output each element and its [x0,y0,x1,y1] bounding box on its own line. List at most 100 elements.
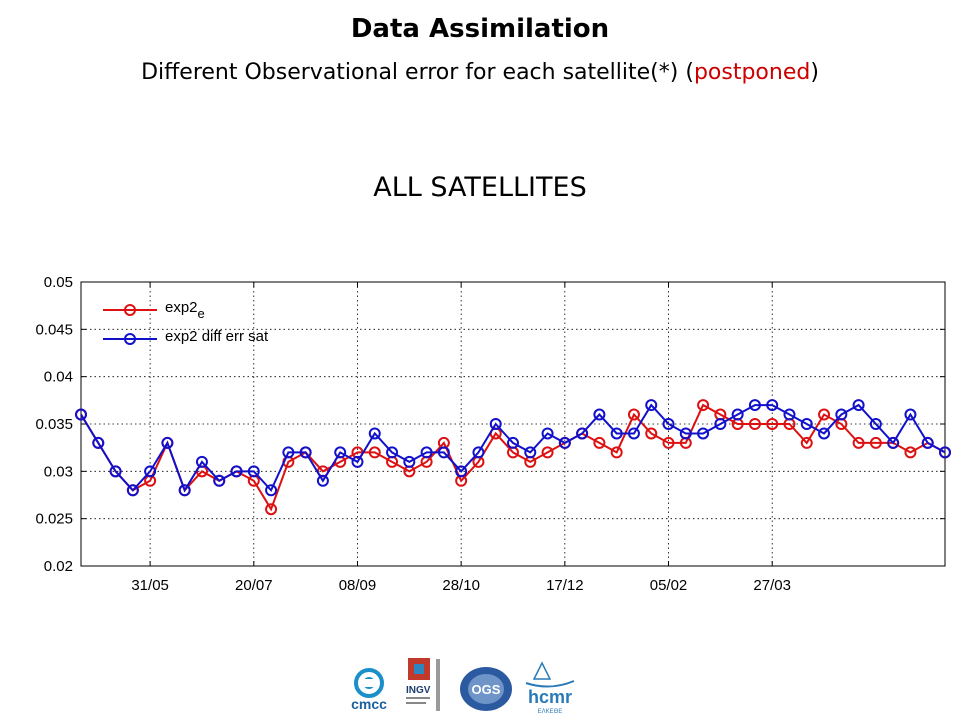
data-point [610,446,623,459]
x-tick-label: 17/12 [546,577,584,594]
data-point [282,446,295,459]
data-point [437,446,450,459]
data-point [904,446,917,459]
data-point [939,446,951,459]
hcmr-logo-text: hcmr [528,687,572,707]
legend-marker [124,333,136,345]
subtitle-main: Different Observational error for each s… [141,60,694,85]
y-tick-label: 0.045 [35,321,73,338]
data-point [610,427,623,440]
data-point [403,455,416,468]
data-point [869,436,882,449]
data-point [92,436,105,449]
data-point [247,465,260,478]
data-point [921,436,934,449]
data-point [852,399,865,412]
y-tick-label: 0.03 [44,463,73,480]
data-point [852,436,865,449]
data-point [576,427,589,440]
data-point [299,446,312,459]
data-point [593,408,606,421]
data-point [230,465,243,478]
data-point [627,408,640,421]
data-point [800,436,813,449]
data-point [748,418,761,430]
data-point [800,418,813,430]
data-point [766,399,779,412]
data-point [351,455,364,468]
data-point [697,427,710,440]
x-tick-label: 28/10 [442,577,480,594]
y-tick-label: 0.035 [35,416,73,433]
x-tick-label: 05/02 [650,577,688,594]
slide-title: Data Assimilation [350,14,610,44]
data-point [178,484,191,497]
y-tick-label: 0.025 [35,511,73,528]
data-point [593,436,606,449]
data-point [368,427,381,440]
y-tick-label: 0.05 [44,274,73,291]
ingv-logo: INGV [406,658,440,711]
ogs-logo-text: OGS [472,682,501,697]
data-point [662,418,675,430]
data-point [265,484,278,497]
series-2 [75,399,951,497]
data-point [213,474,226,487]
data-point [472,446,485,459]
data-point [748,399,761,412]
data-point [679,427,692,440]
logo-strip: cmcc INGV OGS hcmr ΕΛΚΕΘΕ [340,655,600,715]
subtitle-accent: postponed [693,60,811,85]
data-point [835,408,848,421]
data-point [887,436,900,449]
data-point [386,446,399,459]
hcmr-logo-subtext: ΕΛΚΕΘΕ [538,709,563,715]
data-point [766,418,779,430]
data-point [455,465,468,478]
data-point [731,408,744,421]
data-point [334,446,347,459]
data-point [645,427,658,440]
series-1 [75,399,951,516]
x-tick-label: 31/05 [131,577,169,594]
data-point [368,446,381,459]
data-point [714,418,727,430]
data-point [507,436,519,449]
data-point [109,465,122,478]
data-point [818,427,831,440]
ingv-logo-text: INGV [406,685,431,696]
data-point [524,446,537,459]
data-point [904,408,917,421]
data-point [265,503,278,516]
data-point [645,399,658,412]
hcmr-logo: hcmr ΕΛΚΕΘΕ [525,661,575,715]
data-point [316,474,329,487]
data-point [697,399,710,412]
ogs-logo: OGS [460,667,512,711]
x-tick-label: 27/03 [753,577,791,594]
x-tick-label: 08/09 [339,577,377,594]
x-tick-label: 20/07 [235,577,273,594]
data-point [662,436,675,449]
series-layer [75,399,951,516]
legend-label: exp2e [165,299,205,321]
slide-subtitle: Different Observational error for each s… [0,60,960,85]
section-heading: ALL SATELLITES [373,172,587,203]
axis-ticks: 0.02 0.025 0.03 0.035 0.04 0.045 0.05 31/05 20/0… [35,274,945,594]
legend-marker [124,304,136,316]
data-point [541,446,554,459]
y-tick-label: 0.02 [44,558,73,575]
data-point [420,446,433,459]
line-chart: 0.02 0.025 0.03 0.035 0.04 0.045 0.05 31/05 20/0… [35,274,951,594]
chart-grid [81,282,945,566]
data-point [783,408,796,421]
data-point [144,465,157,478]
legend: exp2e exp2 diff err sat [103,299,269,345]
data-point [869,418,882,430]
data-point [161,436,174,449]
data-point [126,484,139,497]
cmcc-logo-text: cmcc [351,696,387,712]
legend-label: exp2 diff err sat [165,328,269,345]
series-line [80,403,946,493]
y-tick-label: 0.04 [44,369,73,386]
